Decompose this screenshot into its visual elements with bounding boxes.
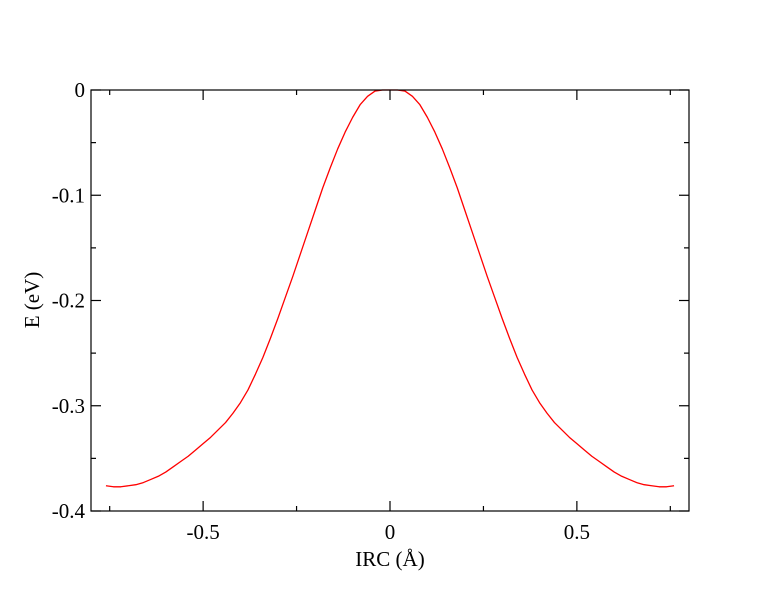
plot-frame [90,89,690,512]
y-tick-label: -0.1 [52,183,85,207]
y-axis-title: E (eV) [20,272,44,329]
x-tick-label: -0.5 [187,520,220,544]
y-tick-label: -0.2 [52,289,85,313]
x-tick-label: 0.5 [564,520,590,544]
tick-marks [91,89,689,512]
y-tick-labels: -0.4 -0.3 -0.2 -0.1 0 [52,78,86,523]
x-tick-labels: -0.5 0 0.5 [187,520,591,544]
x-tick-label: 0 [385,520,396,544]
y-tick-label: 0 [75,78,86,102]
x-axis-title: IRC (Å) [355,547,424,571]
y-tick-label: -0.4 [52,499,86,523]
y-tick-label: -0.3 [52,394,85,418]
